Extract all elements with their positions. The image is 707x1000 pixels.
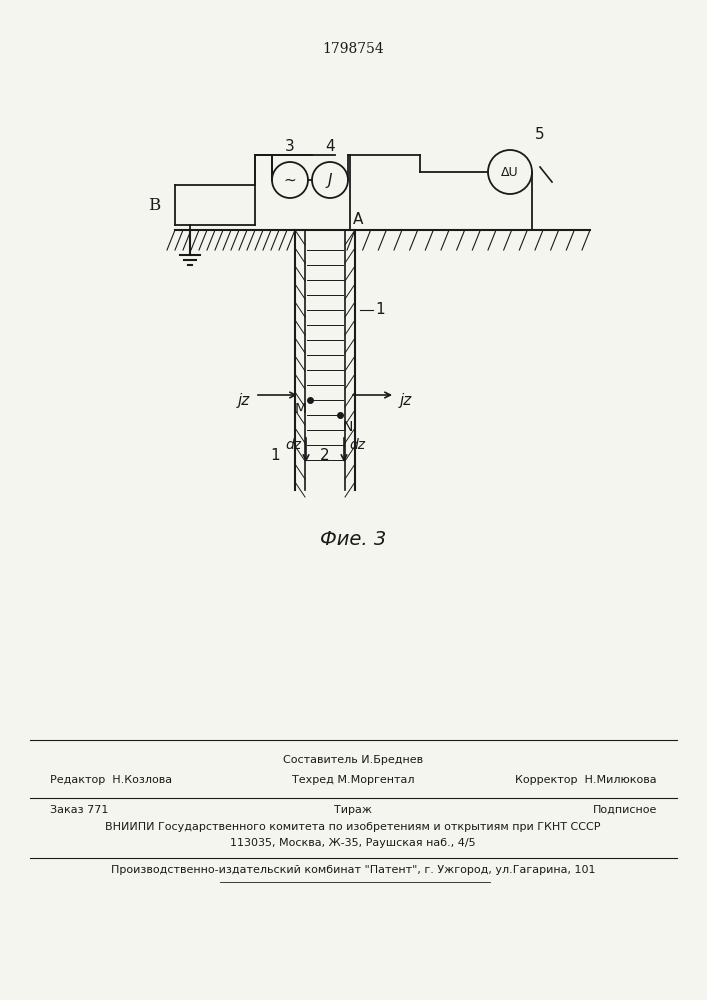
Text: jz: jz xyxy=(238,392,250,408)
Text: Производственно-издательский комбинат "Патент", г. Ужгород, ул.Гагарина, 101: Производственно-издательский комбинат "П… xyxy=(111,865,595,875)
Text: Техред М.Моргентал: Техред М.Моргентал xyxy=(292,775,414,785)
Text: jz: jz xyxy=(400,392,412,408)
Text: 3: 3 xyxy=(285,139,295,154)
Text: Фие. 3: Фие. 3 xyxy=(320,530,386,549)
Text: 4: 4 xyxy=(325,139,335,154)
Text: Корректор  Н.Милюкова: Корректор Н.Милюкова xyxy=(515,775,657,785)
Text: ВНИИПИ Государственного комитета по изобретениям и открытиям при ГКНТ СССР: ВНИИПИ Государственного комитета по изоб… xyxy=(105,822,601,832)
Text: 1798754: 1798754 xyxy=(322,42,384,56)
Text: Тираж: Тираж xyxy=(334,805,372,815)
Text: Составитель И.Бреднев: Составитель И.Бреднев xyxy=(283,755,423,765)
Text: 1: 1 xyxy=(270,448,280,462)
Text: A: A xyxy=(353,212,363,227)
Text: ~: ~ xyxy=(284,172,296,188)
Text: J: J xyxy=(328,172,332,188)
Text: 1: 1 xyxy=(375,302,385,318)
Text: 113035, Москва, Ж-35, Раушская наб., 4/5: 113035, Москва, Ж-35, Раушская наб., 4/5 xyxy=(230,838,476,848)
Text: B: B xyxy=(148,196,160,214)
Text: Подписное: Подписное xyxy=(592,805,657,815)
Text: Редактор  Н.Козлова: Редактор Н.Козлова xyxy=(50,775,172,785)
Text: ΔU: ΔU xyxy=(501,165,519,178)
Text: dz: dz xyxy=(349,438,365,452)
Text: N: N xyxy=(343,420,354,434)
Text: M: M xyxy=(295,402,307,416)
Text: Заказ 771: Заказ 771 xyxy=(50,805,108,815)
Text: dz: dz xyxy=(285,438,301,452)
Text: 2: 2 xyxy=(320,448,329,462)
Text: 5: 5 xyxy=(535,127,544,142)
